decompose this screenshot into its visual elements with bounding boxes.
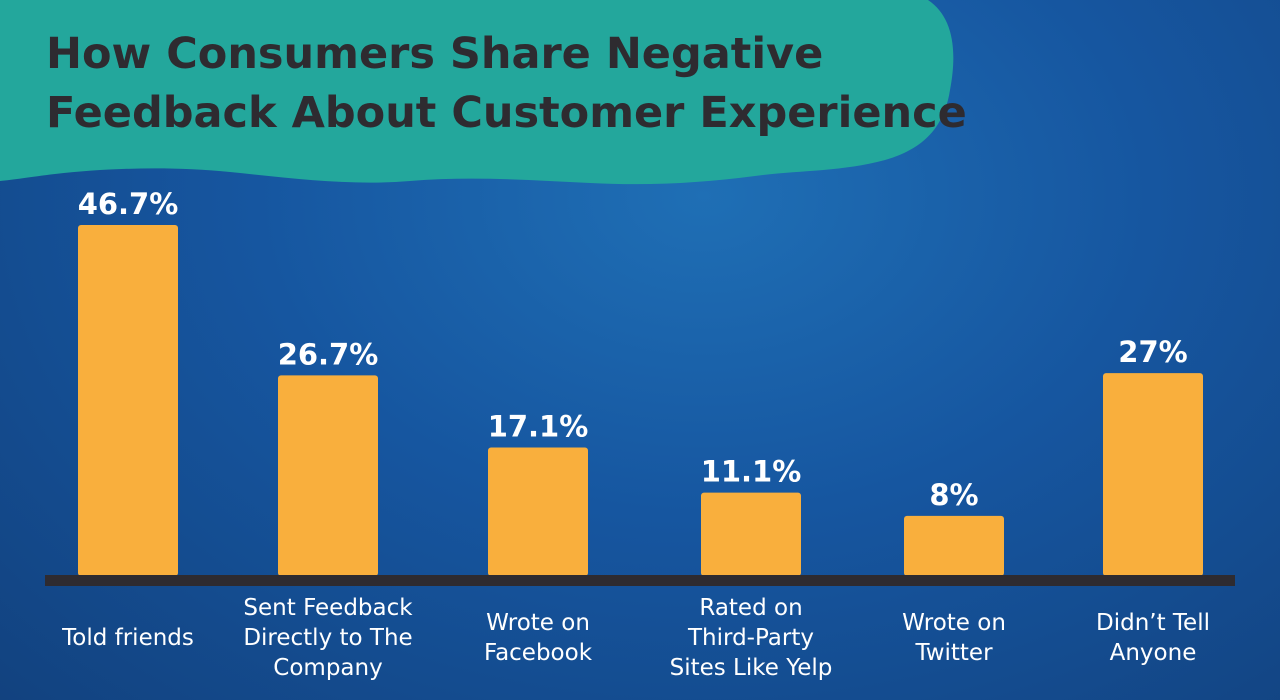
labels-group: 46.7% Told friends 26.7% Sent Feedback Direc… (61, 187, 1210, 681)
value-label-6: 27% (1118, 335, 1187, 369)
category-label-1-line-1: Told friends (61, 625, 194, 651)
category-label-3-line-2: Facebook (484, 640, 593, 666)
category-label-5: Wrote on Twitter (902, 610, 1006, 666)
bar-4 (701, 492, 801, 576)
chart-title-line-2: Feedback About Customer Experience (46, 88, 967, 138)
bar-6 (1103, 373, 1203, 576)
category-label-4-line-1: Rated on (699, 595, 802, 621)
category-label-3: Wrote on Facebook (484, 610, 593, 666)
category-label-2: Sent Feedback Directly to The Company (243, 595, 413, 681)
category-label-6-line-2: Anyone (1110, 640, 1197, 666)
chart-title-line-1: How Consumers Share Negative (46, 29, 823, 79)
category-label-4-line-2: Third-Party (687, 625, 814, 651)
category-label-2-line-2: Directly to The (243, 625, 412, 651)
category-label-4-line-3: Sites Like Yelp (670, 655, 833, 681)
title-band (0, 0, 954, 185)
category-label-3-line-1: Wrote on (486, 610, 590, 636)
category-label-6-line-1: Didn’t Tell (1096, 610, 1210, 636)
category-label-5-line-2: Twitter (914, 640, 993, 666)
category-label-6: Didn’t Tell Anyone (1096, 610, 1210, 666)
value-label-4: 11.1% (701, 455, 802, 489)
category-label-1: Told friends (61, 625, 194, 651)
bar-2 (278, 375, 378, 576)
category-label-2-line-3: Company (273, 655, 382, 681)
value-label-1: 46.7% (78, 187, 179, 221)
category-label-5-line-1: Wrote on (902, 610, 1006, 636)
x-axis-baseline (45, 575, 1235, 586)
category-label-2-line-1: Sent Feedback (243, 595, 413, 621)
value-label-5: 8% (929, 478, 978, 512)
bar-5 (904, 515, 1004, 576)
category-label-4: Rated on Third-Party Sites Like Yelp (670, 595, 833, 681)
value-label-2: 26.7% (278, 337, 379, 371)
value-label-3: 17.1% (488, 409, 589, 443)
bar-1 (78, 225, 178, 576)
bar-3 (488, 447, 588, 576)
bars-group (78, 225, 1203, 576)
